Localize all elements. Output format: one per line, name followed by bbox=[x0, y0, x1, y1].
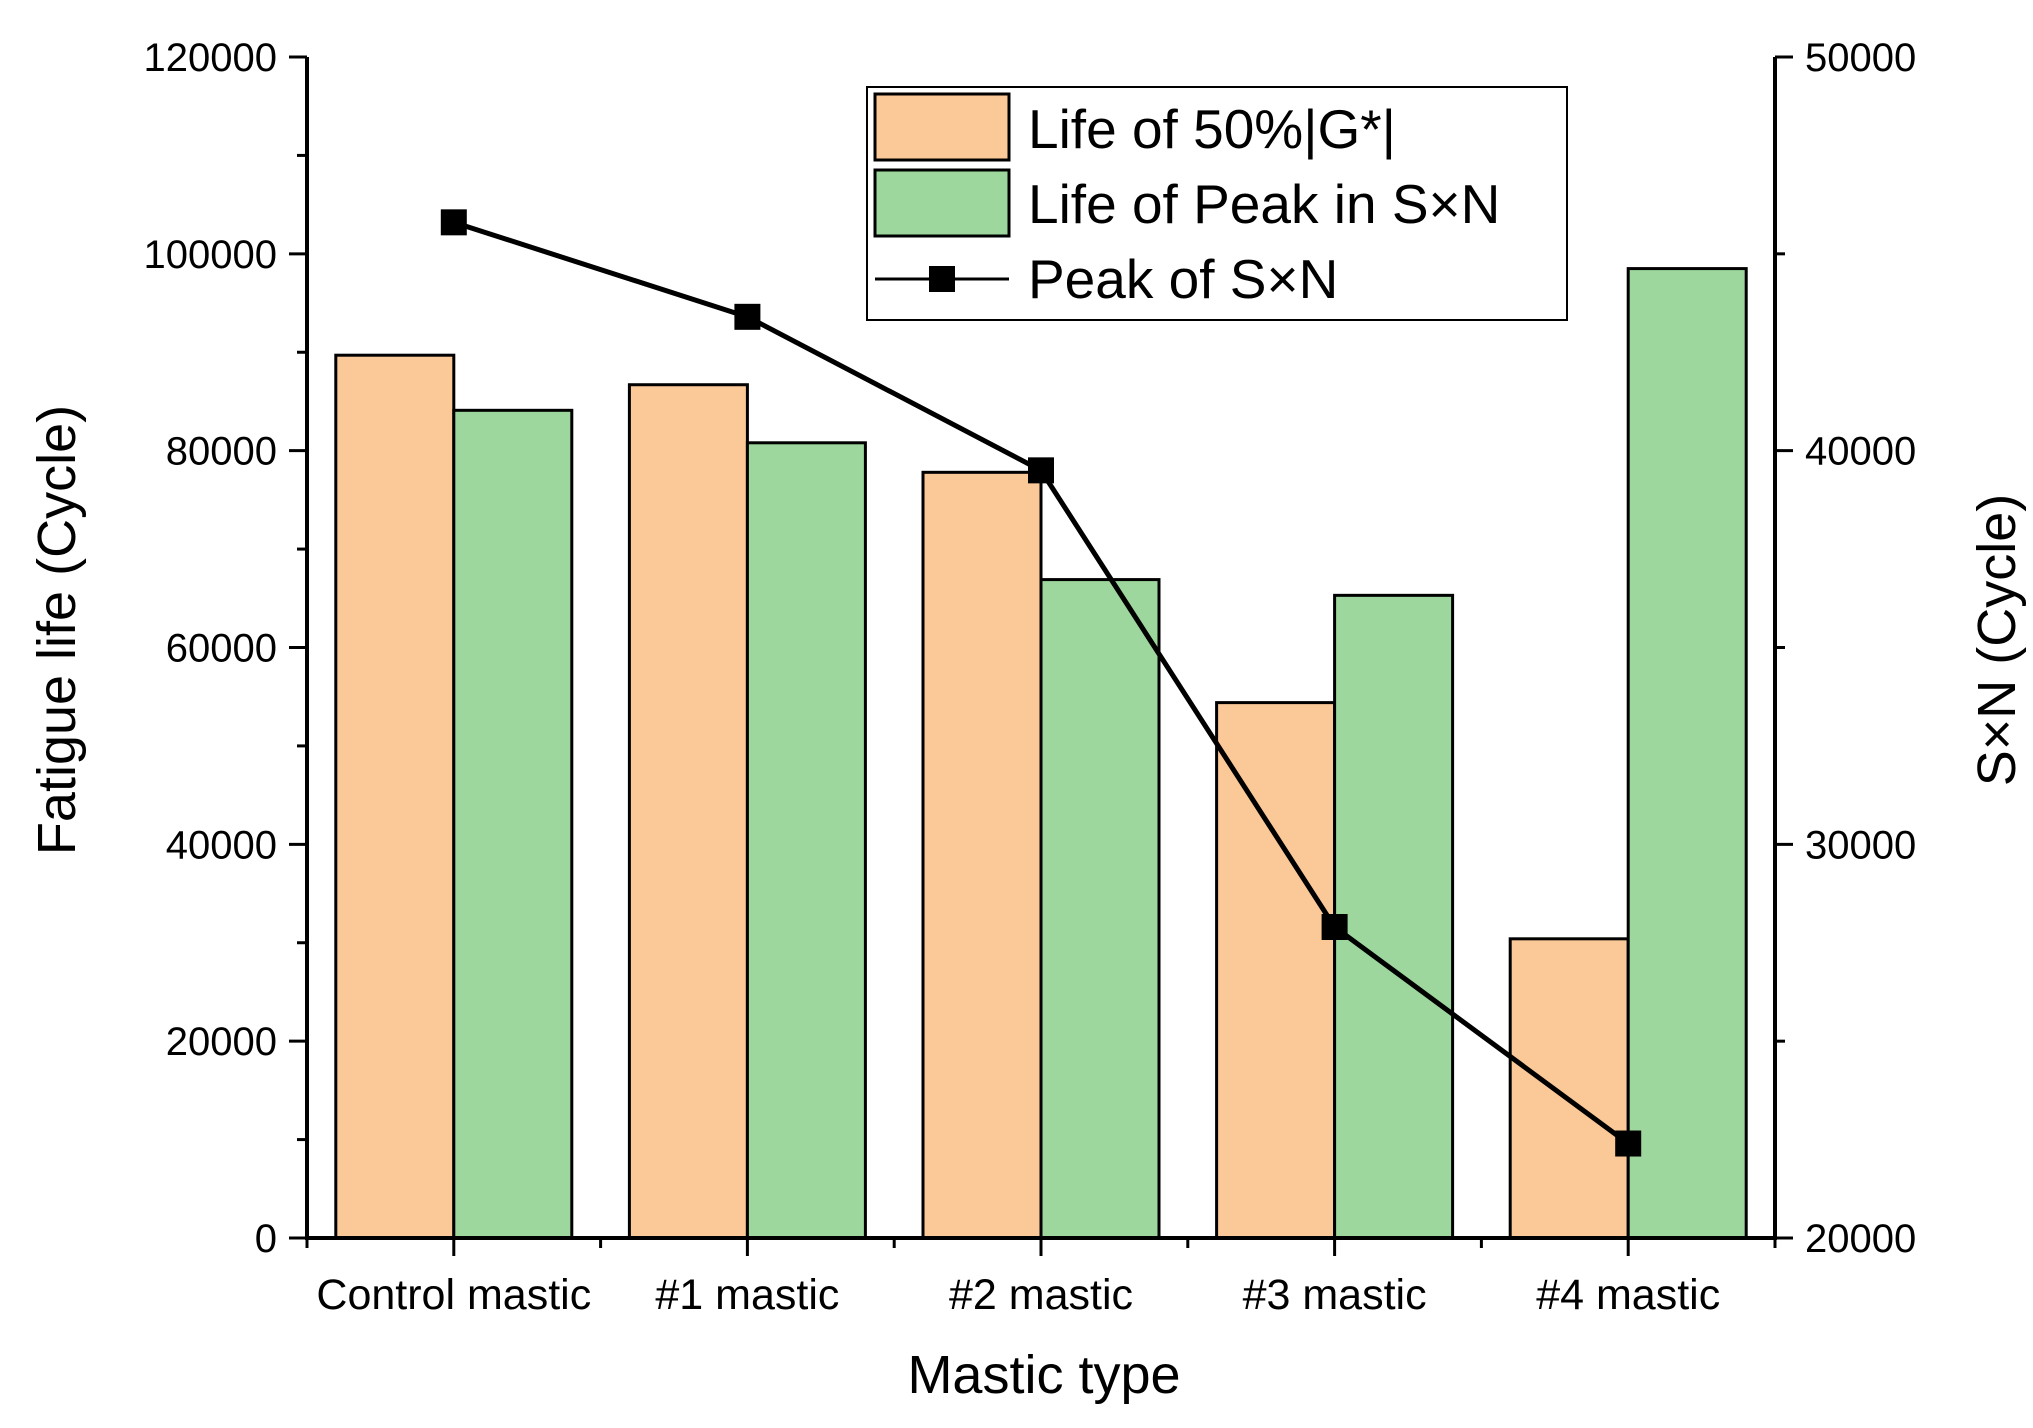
marker-peak-sxn-3 bbox=[1321, 914, 1348, 941]
bar-life-peak-sxn-2 bbox=[1039, 578, 1161, 1240]
x-tick-label-4: #4 mastic bbox=[1536, 1271, 1720, 1319]
marker-peak-sxn-0 bbox=[440, 209, 467, 236]
right-axis-ticks: 20000 30000 40000 50000 bbox=[1775, 36, 1916, 1261]
left-tick-label-1: 20000 bbox=[166, 1020, 277, 1064]
bar-group bbox=[334, 267, 1748, 1240]
marker-peak-sxn-1 bbox=[734, 303, 761, 330]
left-axis-ticks: 0 20000 40000 60000 80000 100000 120000 bbox=[144, 36, 307, 1261]
bar-life-peak-sxn-1 bbox=[745, 441, 867, 1240]
y-axis-title: Fatigue life (Cycle) bbox=[27, 405, 87, 855]
legend-label-peak-sxn: Peak of S×N bbox=[1028, 248, 1338, 310]
bar-life-peak-sxn-3 bbox=[1333, 593, 1455, 1240]
bar-life-50-g-2 bbox=[921, 470, 1043, 1240]
bar-life-50-g-0 bbox=[334, 353, 456, 1240]
x-tick-label-1: #1 mastic bbox=[655, 1271, 839, 1319]
right-tick-label-1: 30000 bbox=[1805, 823, 1916, 867]
x-tick-label-3: #3 mastic bbox=[1243, 1271, 1427, 1319]
line-series-group bbox=[440, 209, 1642, 1157]
bar-life-peak-sxn-0 bbox=[452, 408, 574, 1240]
right-tick-label-3: 50000 bbox=[1805, 36, 1916, 80]
x-axis-title: Mastic type bbox=[907, 1345, 1180, 1405]
legend-marker-peak-sxn bbox=[929, 266, 955, 292]
x-axis-ticks: Control mastic #1 mastic #2 mastic #3 masti… bbox=[305, 1238, 1777, 1319]
x-tick-label-2: #2 mastic bbox=[949, 1271, 1133, 1319]
bar-life-50-g-1 bbox=[627, 383, 749, 1240]
left-tick-label-6: 120000 bbox=[144, 36, 277, 80]
left-tick-label-5: 100000 bbox=[144, 233, 277, 277]
legend-label-life-peak-sxn: Life of Peak in S×N bbox=[1028, 173, 1500, 235]
x-tick-label-0: Control mastic bbox=[316, 1271, 591, 1319]
bar-life-50-g-3 bbox=[1215, 701, 1337, 1240]
legend-label-life-50-g: Life of 50%|G*| bbox=[1028, 98, 1396, 160]
left-tick-label-0: 0 bbox=[255, 1217, 277, 1261]
legend: Life of 50%|G*| Life of Peak in S×N Peak… bbox=[866, 86, 1568, 321]
y2-axis-title: S×N (Cycle) bbox=[1967, 494, 2027, 787]
marker-peak-sxn-4 bbox=[1615, 1130, 1642, 1157]
left-tick-label-2: 40000 bbox=[166, 823, 277, 867]
left-tick-label-3: 60000 bbox=[166, 627, 277, 671]
marker-peak-sxn-2 bbox=[1028, 457, 1054, 484]
left-tick-label-4: 80000 bbox=[166, 430, 277, 474]
legend-swatch-life-50-g bbox=[873, 92, 1011, 162]
bar-life-50-g-4 bbox=[1508, 937, 1630, 1240]
right-tick-label-0: 20000 bbox=[1805, 1217, 1916, 1261]
legend-swatch-life-peak-sxn bbox=[873, 168, 1011, 238]
bar-life-peak-sxn-4 bbox=[1626, 267, 1748, 1240]
right-tick-label-2: 40000 bbox=[1805, 430, 1916, 474]
